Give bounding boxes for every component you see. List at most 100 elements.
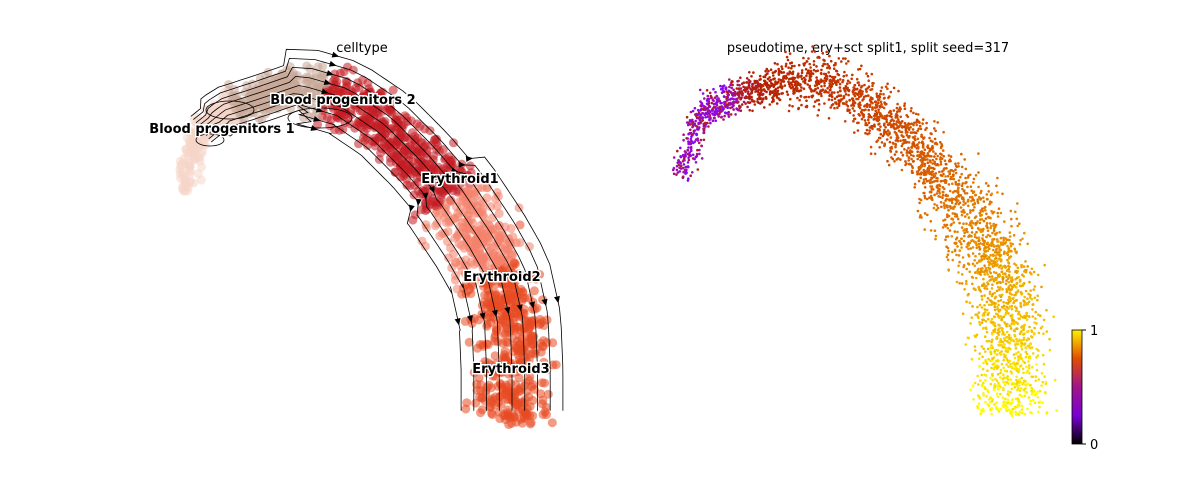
pseudotime-point [932, 206, 936, 210]
pseudotime-point [967, 263, 971, 266]
pseudotime-point [888, 140, 892, 144]
pseudotime-point [676, 149, 679, 153]
pseudotime-point [966, 244, 970, 247]
pseudotime-point [943, 159, 947, 162]
cell-point [514, 347, 524, 357]
pseudotime-point [694, 124, 697, 127]
pseudotime-point [943, 204, 947, 207]
pseudotime-point [978, 252, 981, 256]
pseudotime-point [1045, 412, 1048, 415]
pseudotime-point [972, 398, 975, 401]
pseudotime-point [851, 97, 854, 100]
pseudotime-point [738, 95, 741, 99]
pseudotime-point [974, 174, 978, 177]
pseudotime-point [990, 345, 994, 348]
pseudotime-point [996, 313, 999, 316]
pseudotime-point [781, 79, 784, 83]
pseudotime-point [954, 198, 958, 202]
pseudotime-point [965, 280, 968, 283]
pseudotime-point [992, 248, 995, 252]
pseudotime-point [991, 231, 994, 235]
pseudotime-point [1028, 383, 1032, 387]
pseudotime-point [946, 235, 950, 238]
pseudotime-point [1007, 336, 1011, 339]
cell-point [492, 201, 502, 211]
pseudotime-point [957, 183, 961, 186]
pseudotime-point [853, 83, 857, 87]
pseudotime-point [974, 241, 978, 244]
pseudotime-point [939, 152, 942, 156]
pseudotime-point [704, 115, 707, 119]
pseudotime-point [969, 247, 972, 250]
pseudotime-point [956, 245, 959, 248]
pseudotime-point [992, 323, 995, 326]
pseudotime-point [933, 160, 936, 164]
pseudotime-point [979, 412, 982, 416]
pseudotime-point [923, 181, 926, 185]
pseudotime-point [799, 89, 802, 92]
pseudotime-point [973, 206, 976, 209]
pseudotime-point [778, 98, 782, 102]
pseudotime-point [982, 219, 986, 223]
pseudotime-point [1026, 265, 1029, 268]
pseudotime-point [996, 387, 1000, 391]
pseudotime-point [982, 277, 985, 281]
pseudotime-point [1045, 330, 1049, 333]
pseudotime-point [955, 190, 959, 193]
label-blood-progenitors-1: Blood progenitors 1 [149, 122, 294, 137]
pseudotime-point [912, 154, 915, 158]
pseudotime-point [951, 250, 954, 254]
pseudotime-point [1011, 407, 1015, 411]
pseudotime-point [817, 98, 820, 102]
pseudotime-point [744, 90, 747, 93]
pseudotime-point [725, 99, 729, 102]
pseudotime-point [885, 102, 888, 106]
pseudotime-point [720, 115, 723, 119]
pseudotime-point [1016, 224, 1019, 228]
pseudotime-point [985, 339, 989, 343]
pseudotime-point [739, 76, 742, 79]
pseudotime-point [751, 82, 754, 86]
pseudotime-point [672, 172, 676, 176]
pseudotime-point [817, 103, 821, 106]
pseudotime-point [998, 344, 1002, 347]
pseudotime-point [836, 106, 839, 109]
pseudotime-point [876, 128, 879, 131]
pseudotime-point [857, 68, 860, 71]
pseudotime-point [999, 211, 1003, 215]
pseudotime-point [853, 131, 856, 134]
pseudotime-point [1018, 317, 1021, 321]
pseudotime-point [1022, 338, 1025, 341]
cell-point [408, 215, 418, 225]
pseudotime-point [692, 132, 696, 135]
cell-point [289, 71, 299, 81]
pseudotime-point [1030, 392, 1034, 396]
pseudotime-point [997, 299, 1000, 303]
pseudotime-point [731, 105, 734, 109]
pseudotime-point [978, 352, 981, 355]
pseudotime-point [939, 146, 943, 150]
pseudotime-point [980, 306, 984, 309]
cell-point [443, 227, 453, 237]
pseudotime-point [1015, 337, 1018, 341]
pseudotime-point [885, 138, 889, 141]
pseudotime-point [969, 388, 972, 392]
cell-point [400, 111, 410, 121]
pseudotime-point [991, 338, 994, 342]
pseudotime-point [976, 305, 979, 309]
pseudotime-point [1003, 343, 1006, 346]
pseudotime-point [982, 270, 985, 274]
pseudotime-point [980, 321, 984, 324]
pseudotime-point [695, 132, 698, 136]
pseudotime-point [985, 224, 988, 227]
pseudotime-point [942, 167, 946, 171]
pseudotime-point [761, 93, 764, 97]
pseudotime-point [919, 198, 923, 202]
pseudotime-point [971, 239, 974, 242]
pseudotime-point [976, 200, 979, 203]
pseudotime-point [863, 83, 866, 87]
pseudotime-point [925, 179, 929, 183]
pseudotime-point [858, 101, 862, 104]
pseudotime-point [1009, 362, 1012, 366]
pseudotime-point [946, 213, 949, 216]
